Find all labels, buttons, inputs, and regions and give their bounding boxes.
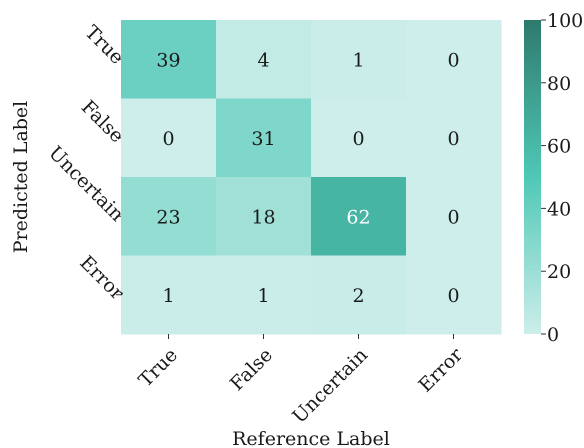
heatmap-cell bbox=[311, 177, 407, 256]
x-axis-title: Reference Label bbox=[232, 428, 390, 448]
y-tick-label: Uncertain bbox=[44, 142, 128, 226]
cell-value-label: 4 bbox=[257, 49, 269, 71]
heatmap-cell bbox=[216, 20, 312, 99]
colorbar-tick-label: 100 bbox=[547, 10, 583, 32]
y-axis-title: Predicted Label bbox=[10, 101, 32, 254]
colorbar-tick-label: 40 bbox=[547, 198, 571, 220]
cell-value-label: 0 bbox=[447, 128, 459, 150]
cell-value-label: 39 bbox=[156, 49, 180, 71]
cell-value-label: 0 bbox=[447, 285, 459, 307]
colorbar-tick-label: 80 bbox=[547, 73, 571, 95]
heatmap-cell bbox=[406, 177, 502, 256]
x-tick-label: True bbox=[134, 344, 182, 392]
x-axis-ticks: True False Uncertain Error bbox=[134, 334, 468, 428]
heatmap-cell bbox=[311, 98, 407, 178]
cell-value-label: 1 bbox=[352, 49, 364, 71]
cell-value-label: 62 bbox=[346, 206, 370, 228]
cell-value-label: 23 bbox=[156, 206, 180, 228]
x-tick-label: Uncertain bbox=[288, 344, 372, 428]
heatmap-cell bbox=[216, 98, 312, 178]
heatmap-cell bbox=[406, 255, 502, 335]
x-tick-label: False bbox=[226, 344, 277, 395]
y-tick-label: True bbox=[80, 21, 128, 69]
heatmap-cell bbox=[216, 255, 312, 335]
cell-value-label: 0 bbox=[352, 128, 364, 150]
heatmap-cell bbox=[406, 20, 502, 99]
heatmap-cell bbox=[121, 98, 217, 178]
heatmap-cell bbox=[121, 255, 217, 335]
colorbar-tick-label: 0 bbox=[547, 324, 559, 346]
colorbar: 0 20 40 60 80 100 bbox=[524, 10, 583, 346]
cell-value-label: 31 bbox=[251, 128, 275, 150]
cell-value-label: 2 bbox=[352, 285, 364, 307]
y-tick-label: False bbox=[77, 96, 128, 147]
heatmap-cell-labels: 39 4 1 0 0 31 0 0 23 18 62 0 1 1 2 0 bbox=[156, 49, 459, 307]
heatmap-cell bbox=[311, 255, 407, 335]
cell-value-label: 0 bbox=[162, 128, 174, 150]
heatmap-cells bbox=[121, 20, 502, 335]
cell-value-label: 1 bbox=[257, 285, 269, 307]
colorbar-gradient bbox=[524, 20, 541, 334]
cell-value-label: 0 bbox=[447, 49, 459, 71]
cell-value-label: 1 bbox=[162, 285, 174, 307]
x-tick-label: Error bbox=[414, 343, 467, 396]
colorbar-tick-label: 20 bbox=[547, 261, 571, 283]
colorbar-tick-label: 60 bbox=[547, 136, 571, 158]
heatmap-cell bbox=[406, 98, 502, 178]
y-tick-label: Error bbox=[75, 252, 128, 305]
heatmap-cell bbox=[216, 177, 312, 256]
heatmap-cell bbox=[121, 20, 217, 99]
cell-value-label: 0 bbox=[447, 206, 459, 228]
heatmap-cell bbox=[311, 20, 407, 99]
cell-value-label: 18 bbox=[251, 206, 275, 228]
heatmap-cell bbox=[121, 177, 217, 256]
